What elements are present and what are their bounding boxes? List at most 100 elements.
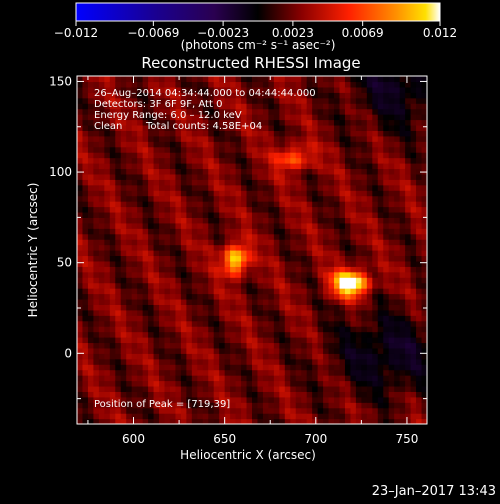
heatmap-cell	[246, 86, 253, 93]
heatmap-cell	[142, 97, 149, 104]
heatmap-cell	[241, 331, 248, 338]
heatmap-cell	[399, 92, 406, 99]
heatmap-cell	[104, 385, 111, 392]
heatmap-cell	[224, 228, 231, 235]
heatmap-cell	[284, 168, 291, 175]
heatmap-cell	[410, 396, 417, 403]
heatmap-cell	[115, 228, 122, 235]
heatmap-cell	[246, 309, 253, 316]
heatmap-cell	[268, 358, 275, 365]
heatmap-cell	[323, 418, 330, 424]
heatmap-cell	[268, 407, 275, 414]
heatmap-cell	[323, 146, 330, 153]
heatmap-cell	[317, 228, 324, 235]
heatmap-cell	[252, 211, 259, 218]
heatmap-cell	[323, 298, 330, 305]
heatmap-cell	[241, 141, 248, 148]
heatmap-cell	[361, 81, 368, 88]
heatmap-cell	[252, 239, 259, 246]
heatmap-cell	[350, 239, 357, 246]
heatmap-cell	[252, 266, 259, 273]
heatmap-cell	[159, 282, 166, 289]
heatmap-cell	[399, 375, 406, 382]
heatmap-cell	[120, 418, 127, 424]
heatmap-cell	[366, 217, 373, 224]
heatmap-cell	[350, 141, 357, 148]
heatmap-cell	[131, 413, 138, 420]
heatmap-cell	[317, 146, 324, 153]
heatmap-cell	[323, 233, 330, 240]
heatmap-cell	[279, 309, 286, 316]
heatmap-cell	[175, 168, 182, 175]
heatmap-cell	[137, 239, 144, 246]
heatmap-cell	[344, 244, 352, 251]
heatmap-cell	[290, 402, 297, 409]
heatmap-cell	[312, 293, 319, 300]
heatmap-cell	[355, 217, 362, 224]
heatmap-cell	[213, 92, 220, 99]
heatmap-cell	[405, 331, 412, 338]
heatmap-cell	[159, 239, 166, 246]
heatmap-cell	[295, 288, 302, 295]
heatmap-cell	[399, 418, 406, 424]
heatmap-cell	[262, 353, 270, 360]
heatmap-cell	[290, 304, 297, 311]
heatmap-cell	[290, 201, 297, 208]
heatmap-cell	[323, 271, 330, 278]
heatmap-cell	[153, 168, 160, 175]
heatmap-cell	[120, 277, 127, 284]
heatmap-cell	[98, 152, 105, 159]
heatmap-cell	[169, 288, 177, 295]
heatmap-cell	[301, 211, 308, 218]
heatmap-cell	[213, 282, 220, 289]
heatmap-cell	[219, 282, 226, 289]
heatmap-cell	[159, 326, 166, 333]
heatmap-cell	[104, 86, 111, 93]
heatmap-cell	[394, 244, 401, 251]
heatmap-cell	[334, 141, 341, 148]
heatmap-cell	[175, 277, 182, 284]
heatmap-cell	[421, 222, 427, 229]
heatmap-cell	[416, 184, 423, 191]
heatmap-cell	[421, 260, 427, 267]
heatmap-cell	[82, 168, 89, 175]
heatmap-cell	[153, 309, 160, 316]
heatmap-cell	[164, 201, 171, 208]
heatmap-cell	[284, 233, 291, 240]
heatmap-cell	[104, 358, 111, 365]
heatmap-cell	[82, 396, 89, 403]
heatmap-cell	[153, 179, 160, 186]
heatmap-cell	[273, 135, 280, 142]
heatmap-cell	[104, 108, 111, 115]
heatmap-cell	[131, 364, 138, 371]
heatmap-cell	[208, 152, 215, 159]
heatmap-cell	[164, 108, 171, 115]
heatmap-cell	[323, 195, 330, 202]
heatmap-cell	[224, 337, 231, 344]
heatmap-cell	[394, 173, 401, 180]
heatmap-cell	[169, 369, 177, 376]
heatmap-cell	[98, 380, 105, 387]
heatmap-cell	[104, 195, 111, 202]
heatmap-cell	[175, 266, 182, 273]
heatmap-cell	[246, 239, 253, 246]
heatmap-cell	[416, 380, 423, 387]
heatmap-cell	[295, 119, 302, 126]
heatmap-cell	[175, 293, 182, 300]
heatmap-cell	[290, 413, 297, 420]
heatmap-cell	[355, 288, 362, 295]
heatmap-cell	[394, 282, 401, 289]
heatmap-cell	[87, 190, 95, 197]
heatmap-cell	[87, 358, 95, 365]
heatmap-cell	[410, 288, 417, 295]
heatmap-cell	[273, 353, 280, 360]
heatmap-cell	[366, 391, 373, 398]
heatmap-cell	[164, 320, 171, 327]
heatmap-cell	[93, 130, 100, 137]
heatmap-cell	[241, 222, 248, 229]
heatmap-cell	[328, 81, 335, 88]
heatmap-cell	[252, 260, 259, 267]
heatmap-cell	[366, 298, 373, 305]
heatmap-cell	[142, 92, 149, 99]
heatmap-cell	[235, 250, 242, 257]
